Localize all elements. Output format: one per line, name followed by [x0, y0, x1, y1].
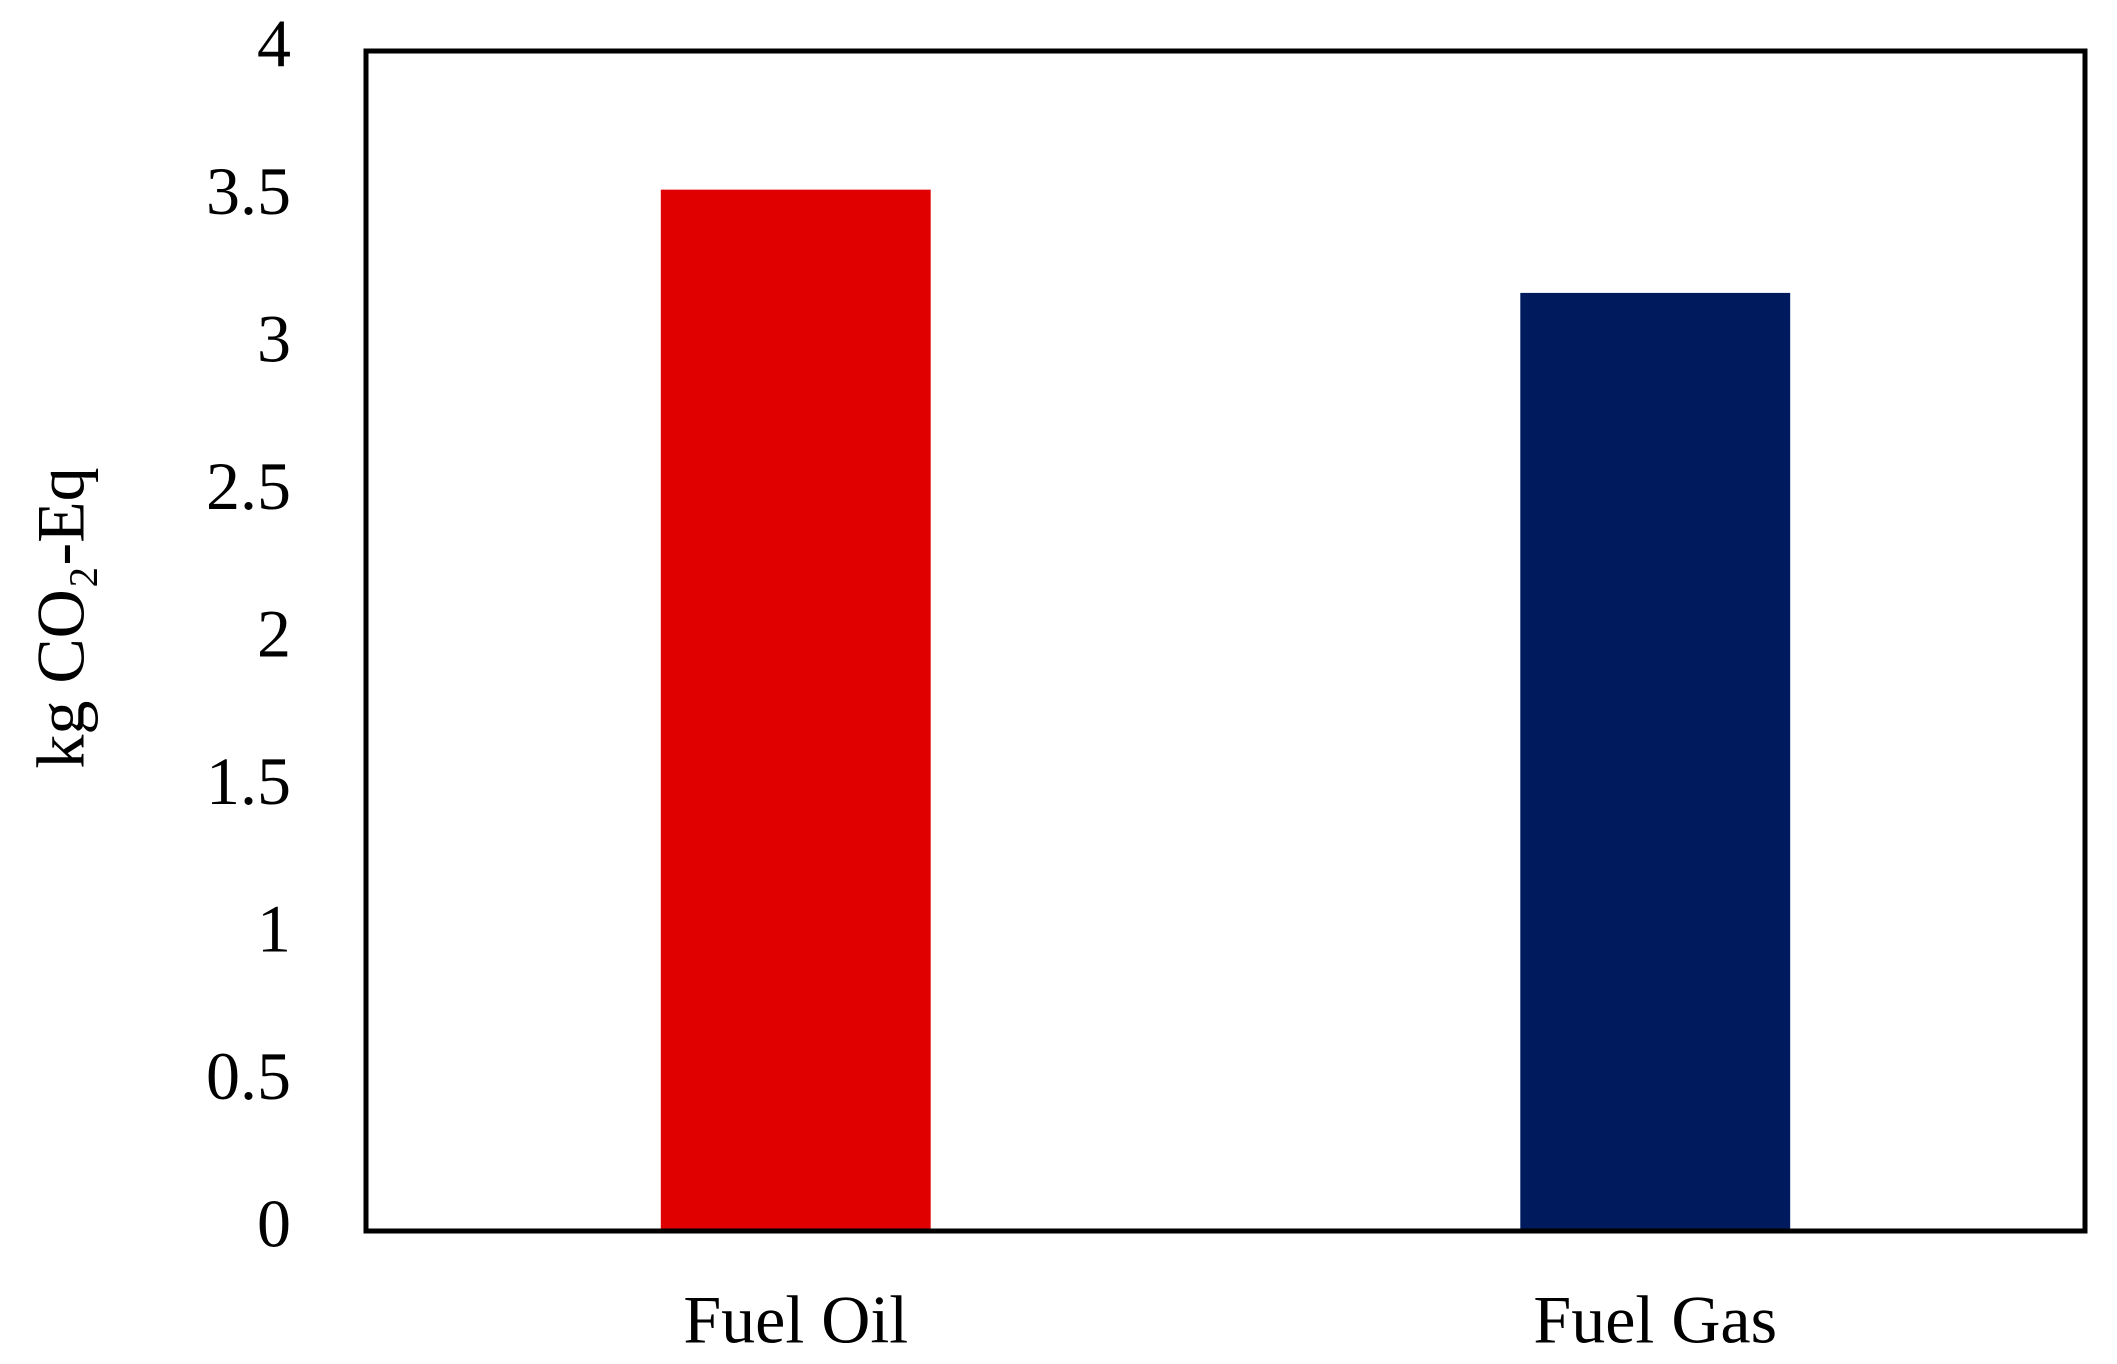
y-tick-label: 1.5: [206, 743, 291, 819]
y-tick-label: 4: [257, 6, 291, 82]
y-tick-label: 2.5: [206, 448, 291, 524]
plot-frame: [363, 48, 2088, 1234]
y-tick-label: 2: [257, 596, 291, 672]
bar: [660, 189, 931, 1231]
y-tick-label: 0: [257, 1186, 291, 1262]
y-tick-label: 3.5: [206, 153, 291, 229]
y-tick-label: 3: [257, 301, 291, 377]
y-tick-label: 0.5: [206, 1038, 291, 1114]
bar: [1520, 292, 1791, 1231]
y-tick-label: 1: [257, 891, 291, 967]
y-axis-label: kg CO₂-Eq: [23, 467, 99, 768]
x-tick-label: Fuel Gas: [1533, 1282, 1777, 1358]
x-tick-label: Fuel Oil: [683, 1282, 908, 1358]
